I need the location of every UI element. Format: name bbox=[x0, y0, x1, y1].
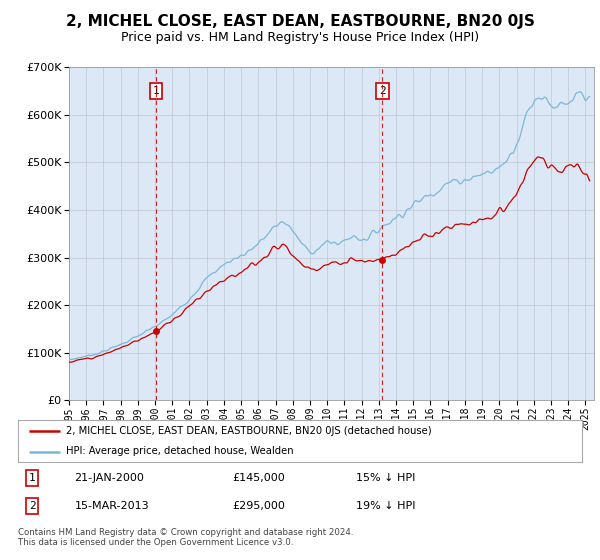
Text: 1: 1 bbox=[153, 86, 160, 96]
Text: £145,000: £145,000 bbox=[232, 473, 285, 483]
Text: 2: 2 bbox=[29, 501, 35, 511]
Text: Price paid vs. HM Land Registry's House Price Index (HPI): Price paid vs. HM Land Registry's House … bbox=[121, 31, 479, 44]
Text: HPI: Average price, detached house, Wealden: HPI: Average price, detached house, Weal… bbox=[66, 446, 293, 456]
Text: 1: 1 bbox=[29, 473, 35, 483]
Text: 2, MICHEL CLOSE, EAST DEAN, EASTBOURNE, BN20 0JS: 2, MICHEL CLOSE, EAST DEAN, EASTBOURNE, … bbox=[65, 14, 535, 29]
Text: Contains HM Land Registry data © Crown copyright and database right 2024.
This d: Contains HM Land Registry data © Crown c… bbox=[18, 528, 353, 547]
Text: 21-JAN-2000: 21-JAN-2000 bbox=[74, 473, 144, 483]
Text: 15-MAR-2013: 15-MAR-2013 bbox=[74, 501, 149, 511]
Text: 2, MICHEL CLOSE, EAST DEAN, EASTBOURNE, BN20 0JS (detached house): 2, MICHEL CLOSE, EAST DEAN, EASTBOURNE, … bbox=[66, 426, 431, 436]
Text: 19% ↓ HPI: 19% ↓ HPI bbox=[356, 501, 416, 511]
Text: £295,000: £295,000 bbox=[232, 501, 285, 511]
Text: 2: 2 bbox=[379, 86, 386, 96]
Text: 15% ↓ HPI: 15% ↓ HPI bbox=[356, 473, 416, 483]
